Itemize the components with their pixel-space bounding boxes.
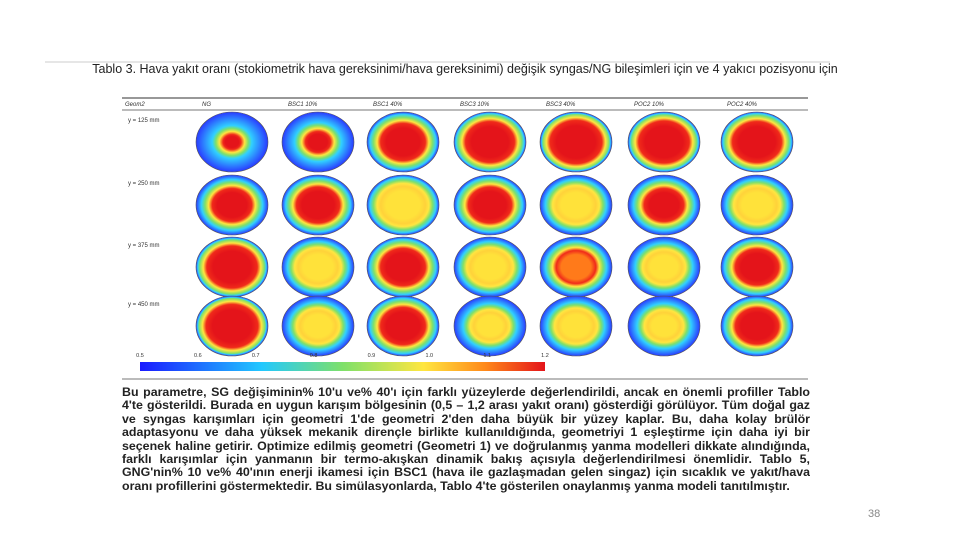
contour-plot bbox=[627, 295, 701, 357]
contour-plot bbox=[720, 111, 794, 173]
contour-plot bbox=[720, 174, 794, 236]
colorbar-tick: 0.5 bbox=[136, 353, 144, 359]
row-label: y = 375 mm bbox=[128, 243, 160, 249]
contour-plot bbox=[453, 174, 527, 236]
contour-plot bbox=[281, 295, 355, 357]
contour-plot bbox=[539, 236, 613, 298]
body-paragraph: Bu parametre, SG değişiminin% 10'u ve% 4… bbox=[122, 386, 810, 493]
contour-plot bbox=[539, 174, 613, 236]
contour-plot bbox=[195, 111, 269, 173]
colorbar bbox=[140, 362, 545, 371]
row-label: y = 125 mm bbox=[128, 118, 160, 124]
contour-plot bbox=[539, 111, 613, 173]
page-number: 38 bbox=[868, 508, 881, 520]
contour-plot bbox=[627, 236, 701, 298]
caption: Tablo 3. Hava yakıt oranı (stokiometrik … bbox=[92, 62, 837, 76]
contour-plot bbox=[720, 295, 794, 357]
row-label: y = 250 mm bbox=[128, 181, 160, 187]
row-label: y = 450 mm bbox=[128, 302, 160, 308]
column-header: NG bbox=[202, 102, 211, 108]
contour-plot bbox=[366, 111, 440, 173]
contour-plot bbox=[453, 111, 527, 173]
contour-plot bbox=[366, 174, 440, 236]
colorbar-tick: 1.2 bbox=[541, 353, 549, 359]
contour-plot bbox=[720, 236, 794, 298]
contour-plot bbox=[627, 111, 701, 173]
contour-plot bbox=[195, 236, 269, 298]
column-header: Geom2 bbox=[125, 102, 145, 108]
colorbar-tick: 0.7 bbox=[252, 353, 260, 359]
column-header: POC2 10% bbox=[634, 102, 665, 108]
contour-plot bbox=[366, 236, 440, 298]
column-header: BSC1 40% bbox=[373, 102, 403, 108]
colorbar-tick: 1.0 bbox=[425, 353, 433, 359]
contour-plot bbox=[453, 236, 527, 298]
contour-plot bbox=[281, 236, 355, 298]
contour-plot bbox=[195, 174, 269, 236]
colorbar-tick: 0.9 bbox=[368, 353, 376, 359]
contour-plot bbox=[453, 295, 527, 357]
column-header: BSC3 40% bbox=[546, 102, 576, 108]
colorbar-tick: 0.8 bbox=[310, 353, 318, 359]
colorbar-tick: 1.1 bbox=[483, 353, 491, 359]
contour-plot bbox=[366, 295, 440, 357]
caption-line: Tablo 3. Hava yakıt oranı (stokiometrik … bbox=[92, 62, 837, 76]
contour-plot bbox=[281, 174, 355, 236]
contour-plot bbox=[281, 111, 355, 173]
contour-plot bbox=[539, 295, 613, 357]
colorbar-tick: 0.6 bbox=[194, 353, 202, 359]
column-header: BSC1 10% bbox=[288, 102, 318, 108]
contour-plot bbox=[627, 174, 701, 236]
contour-plot bbox=[195, 295, 269, 357]
column-header: POC2 40% bbox=[727, 102, 758, 108]
column-header: BSC3 10% bbox=[460, 102, 490, 108]
